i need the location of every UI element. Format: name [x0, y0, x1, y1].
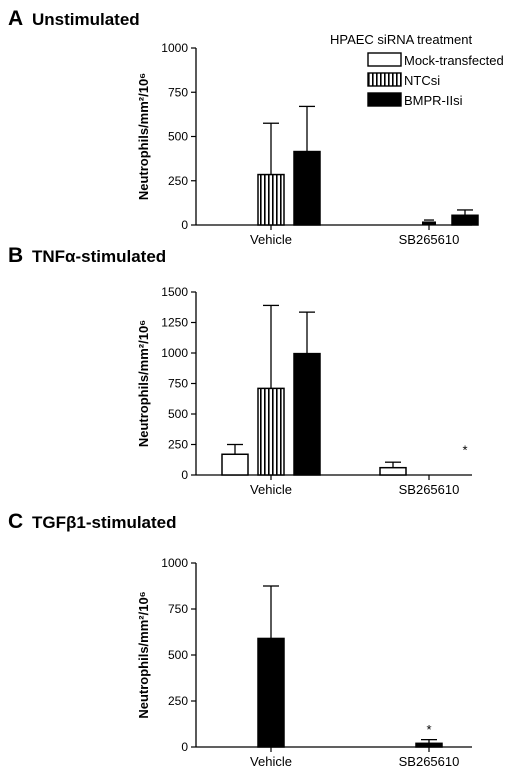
y-tick-label: 500 [168, 648, 188, 662]
bar-open [221, 453, 249, 476]
bar-solid [293, 150, 321, 226]
legend-swatch-solid [367, 92, 402, 107]
legend-swatch-striped [367, 72, 402, 87]
bar-striped [257, 173, 285, 226]
legend-swatch-open [367, 52, 402, 67]
legend-title: HPAEC siRNA treatment [330, 32, 472, 47]
x-category-label: Vehicle [250, 232, 292, 247]
panel-letter: B [8, 244, 23, 267]
bar-solid [451, 214, 479, 226]
y-tick-label: 0 [181, 740, 188, 754]
y-axis-label: Neutrophils/mm²/10⁶ [136, 320, 151, 447]
bar-small [422, 221, 436, 225]
y-tick-label: 1500 [161, 285, 188, 299]
y-axis-label: Neutrophils/mm²/10⁶ [136, 73, 151, 200]
y-tick-label: 1000 [161, 556, 188, 570]
legend-label: Mock-transfected [404, 53, 504, 68]
y-tick-label: 1250 [161, 316, 188, 330]
bar-solid [293, 352, 321, 476]
chart-panel-b: B TNFα-stimulated 0 250 500 750 1000 1250 1500 Ne… [8, 244, 472, 497]
y-tick-label: 1000 [161, 41, 188, 55]
y-tick-label: 750 [168, 85, 188, 99]
x-category-label: SB265610 [399, 232, 460, 247]
panel-letter: C [8, 510, 23, 533]
bar-solid [257, 637, 285, 748]
x-category-label: Vehicle [250, 754, 292, 769]
x-category-label: SB265610 [399, 754, 460, 769]
chart-panel-c: C TGFβ1-stimulated 0 250 500 750 1000 Neutrophi… [8, 510, 472, 769]
legend-label: NTCsi [404, 73, 440, 88]
y-tick-label: 500 [168, 407, 188, 421]
significance-asterisk: * [426, 722, 431, 737]
legend-label: BMPR-IIsi [404, 93, 463, 108]
y-tick-label: 250 [168, 694, 188, 708]
y-tick-label: 0 [181, 468, 188, 482]
y-axis-label: Neutrophils/mm²/10⁶ [136, 591, 151, 718]
panel-title: Unstimulated [32, 10, 140, 29]
chart-panel-a: A Unstimulated 0 250 500 750 1000 Neutrophils/m… [8, 7, 504, 247]
panel-title: TNFα-stimulated [32, 247, 166, 266]
x-category-label: SB265610 [399, 482, 460, 497]
x-category-label: Vehicle [250, 482, 292, 497]
y-tick-label: 1000 [161, 346, 188, 360]
legend: HPAEC siRNA treatment Mock-transfected NTC… [330, 32, 504, 108]
y-tick-label: 0 [181, 218, 188, 232]
y-tick-label: 750 [168, 377, 188, 391]
y-tick-label: 250 [168, 438, 188, 452]
panel-title: TGFβ1-stimulated [32, 513, 177, 532]
bar-solid [415, 742, 443, 748]
panel-letter: A [8, 7, 23, 30]
y-tick-label: 250 [168, 174, 188, 188]
significance-asterisk: * [462, 442, 467, 457]
bar-striped [257, 387, 285, 476]
y-tick-label: 500 [168, 130, 188, 144]
y-tick-label: 750 [168, 602, 188, 616]
bar-open [379, 466, 407, 476]
